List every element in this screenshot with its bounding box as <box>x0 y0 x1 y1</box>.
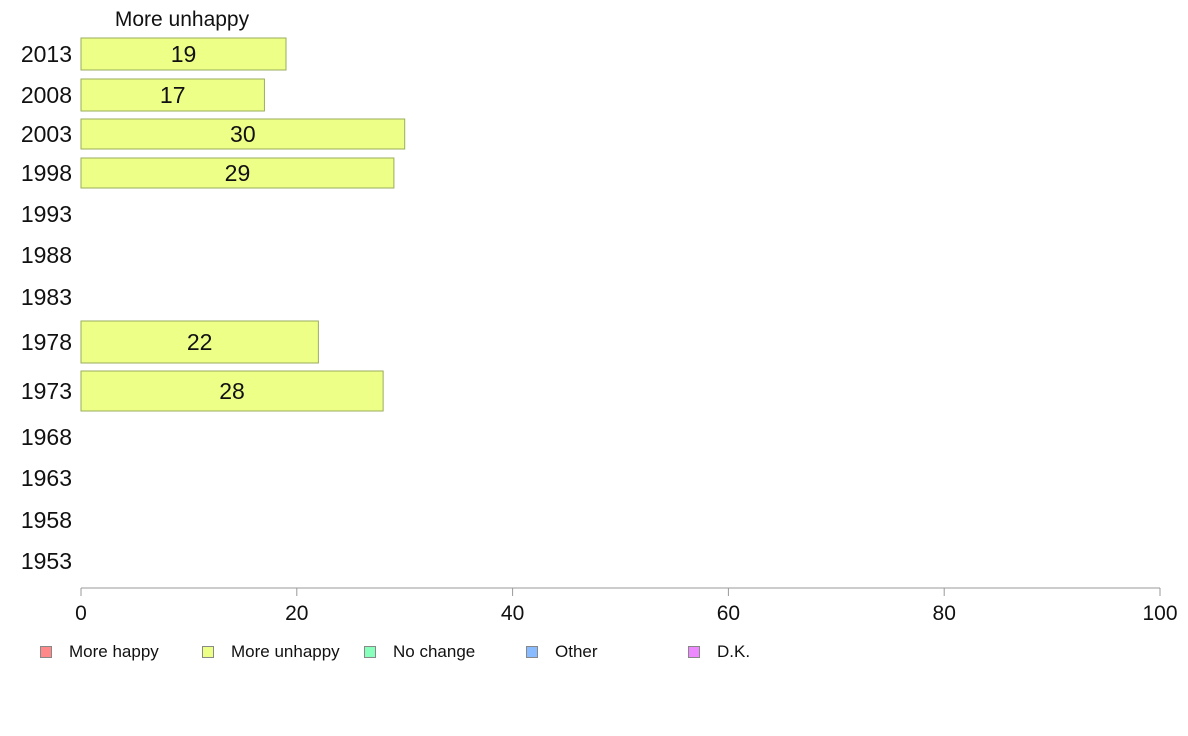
legend-item-no-change: No change <box>364 642 475 662</box>
year-label-1993: 1993 <box>21 201 72 227</box>
year-label-1983: 1983 <box>21 284 72 310</box>
year-label-1998: 1998 <box>21 160 72 186</box>
legend-label: More happy <box>69 642 159 661</box>
x-axis-ticks: 0 20 40 60 80 100 <box>75 588 1178 625</box>
x-tick-label-80: 80 <box>933 602 956 625</box>
x-tick-label-100: 100 <box>1142 602 1177 625</box>
legend-item-other: Other <box>526 642 598 662</box>
legend-swatch <box>364 646 376 658</box>
x-tick-label-20: 20 <box>285 602 308 625</box>
legend-label: No change <box>393 642 476 661</box>
legend: More happy More unhappy No change Other D.K. <box>40 642 1140 664</box>
legend-swatch <box>688 646 700 658</box>
x-tick-label-60: 60 <box>717 602 740 625</box>
legend-swatch <box>526 646 538 658</box>
year-label-1963: 1963 <box>21 465 72 491</box>
year-label-1973: 1973 <box>21 378 72 404</box>
legend-item-d-k: D.K. <box>688 642 750 662</box>
bar-value-label-2013: 19 <box>171 41 197 67</box>
legend-swatch <box>202 646 214 658</box>
bar-chart: More unhappy 201320082003199819931988198… <box>21 8 1178 625</box>
legend-label: D.K. <box>717 642 751 661</box>
year-labels: 2013 2008 2003 1998 1993 1988 1983 1978 1973 1968… <box>21 41 72 574</box>
legend-label: Other <box>555 642 598 661</box>
bars <box>80 37 406 412</box>
year-label-1988: 1988 <box>21 242 72 268</box>
bar-1973 <box>80 370 384 412</box>
year-label-2008: 2008 <box>21 82 72 108</box>
bar-1978 <box>80 320 319 364</box>
x-tick-label-0: 0 <box>75 602 87 625</box>
year-label-1958: 1958 <box>21 507 72 533</box>
bar-value-label-1998: 29 <box>225 160 251 186</box>
year-label-2003: 2003 <box>21 121 72 147</box>
year-label-1953: 1953 <box>21 548 72 574</box>
bar-2008 <box>80 78 265 112</box>
x-tick-label-40: 40 <box>501 602 524 625</box>
year-label-2013: 2013 <box>21 41 72 67</box>
bar-value-label-2008: 17 <box>160 82 186 108</box>
legend-item-more-unhappy: More unhappy <box>202 642 340 662</box>
chart-title: More unhappy <box>115 8 250 31</box>
legend-label: More unhappy <box>231 642 340 661</box>
bar-value-label-2003: 30 <box>230 121 256 147</box>
legend-swatch <box>40 646 52 658</box>
bar-1998 <box>80 157 395 189</box>
bar-value-label-1978: 22 <box>187 329 213 355</box>
bar-2003 <box>80 118 406 150</box>
year-label-1968: 1968 <box>21 424 72 450</box>
year-label-1978: 1978 <box>21 329 72 355</box>
bar-2013 <box>80 37 287 71</box>
legend-item-more-happy: More happy <box>40 642 159 662</box>
bar-value-label-1973: 28 <box>219 378 245 404</box>
